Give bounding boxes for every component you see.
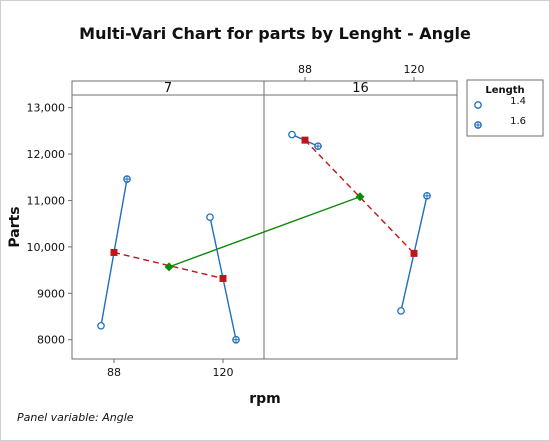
x-tick-label-top: 120 xyxy=(404,63,425,76)
point-length-1.6 xyxy=(123,175,131,183)
x-tick-label-top: 88 xyxy=(298,63,312,76)
angle-mean-marker xyxy=(355,192,365,202)
legend-marker xyxy=(474,101,482,109)
y-tick-label: 12,000 xyxy=(27,148,66,161)
point-length-1.4 xyxy=(288,130,296,139)
y-axis: 8000 9000 10,000 11,000 12,000 13,000 xyxy=(27,102,72,347)
footnote: Panel variable: Angle xyxy=(17,411,134,424)
x-axis-title: rpm xyxy=(249,391,281,407)
legend: Length 1.4 1.6 xyxy=(466,79,544,137)
y-tick-label: 13,000 xyxy=(27,102,66,115)
plot-area xyxy=(71,80,458,360)
y-tick-label: 10,000 xyxy=(27,241,66,254)
point-length-1.4 xyxy=(97,321,105,330)
point-length-1.6 xyxy=(232,335,240,344)
rpm-mean-marker xyxy=(301,136,309,144)
legend-label: 1.6 xyxy=(510,116,526,127)
point-length-1.6 xyxy=(314,142,322,151)
y-tick-label: 11,000 xyxy=(27,194,66,207)
panel-strips: 7 16 xyxy=(72,81,457,96)
x-tick-label: 88 xyxy=(107,366,121,379)
legend-entry: 1.6 xyxy=(474,116,526,129)
x-tick-label: 120 xyxy=(213,366,234,379)
angle-mean-line xyxy=(168,196,361,268)
rpm-mean-marker xyxy=(110,248,118,256)
y-tick-label: 8000 xyxy=(37,334,65,347)
rpm-mean-line-panel-7 xyxy=(113,251,224,280)
legend-label: 1.4 xyxy=(510,96,526,107)
data-marks xyxy=(97,130,431,344)
point-length-1.6 xyxy=(423,191,431,200)
panel-label-7: 7 xyxy=(164,81,172,96)
y-axis-title: Parts xyxy=(7,206,23,247)
legend-entry: 1.4 xyxy=(474,96,526,109)
point-length-1.4 xyxy=(397,307,405,315)
rpm-mean-line-panel-16 xyxy=(304,139,415,254)
chart-title: Multi-Vari Chart for parts by Lenght - A… xyxy=(79,24,471,43)
x-axis: 88 88 120 120 xyxy=(107,63,425,379)
legend-title: Length xyxy=(485,85,524,96)
y-tick-label: 9000 xyxy=(37,287,65,300)
rpm-mean-marker xyxy=(219,274,227,282)
rpm-mean-marker xyxy=(410,249,418,257)
point-length-1.4 xyxy=(206,213,214,222)
angle-mean-marker xyxy=(164,262,174,272)
panel-label-16: 16 xyxy=(352,81,369,96)
